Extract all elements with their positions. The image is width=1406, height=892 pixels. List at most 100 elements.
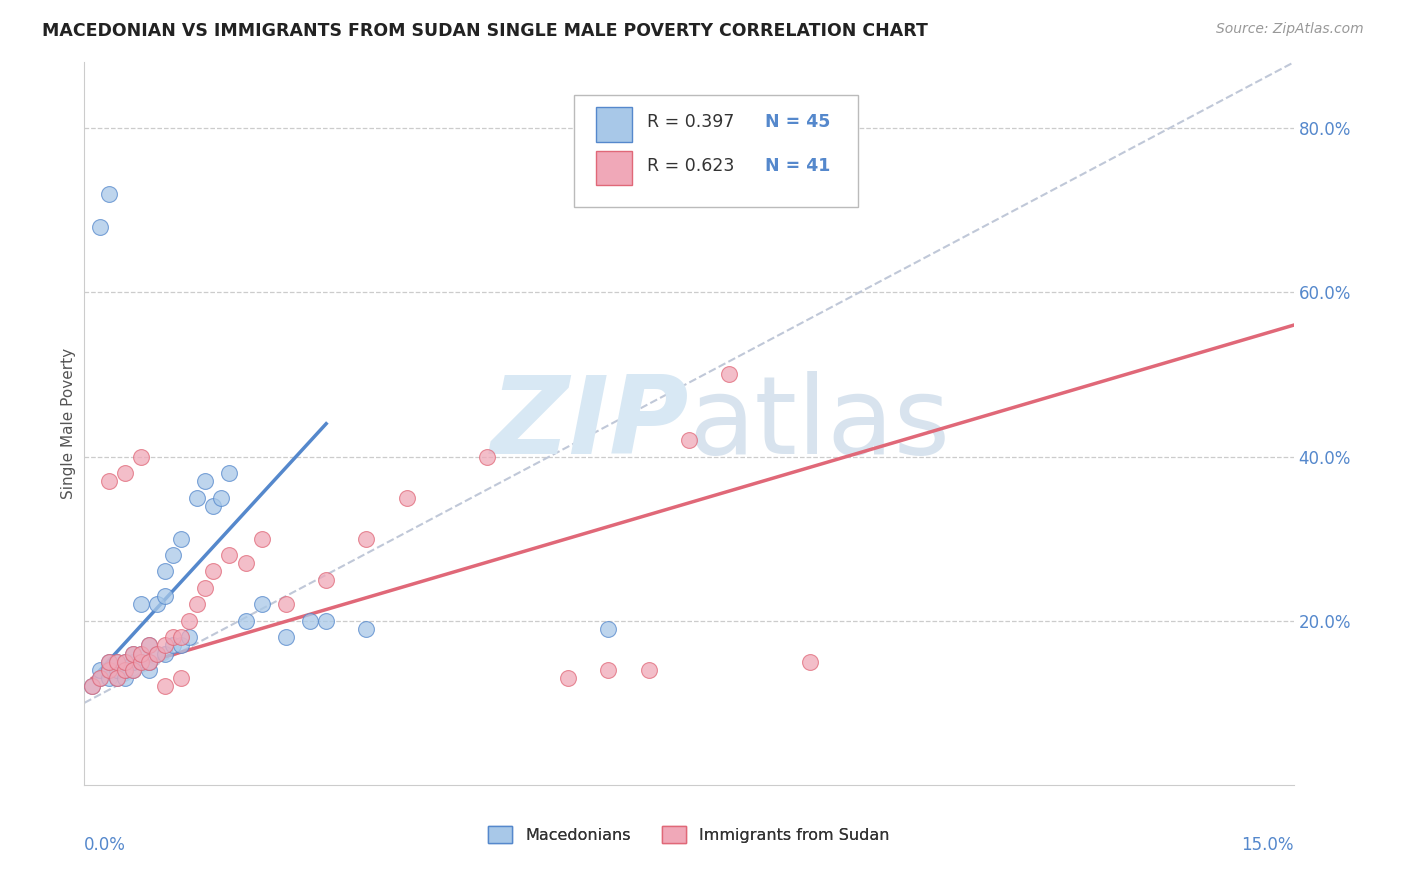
- Point: [129, 655, 152, 669]
- Point: [129, 598, 152, 612]
- Point: [89, 219, 111, 234]
- Legend: Macedonians, Immigrants from Sudan: Macedonians, Immigrants from Sudan: [482, 820, 896, 849]
- Point: [153, 680, 176, 694]
- Point: [121, 663, 143, 677]
- Y-axis label: Single Male Poverty: Single Male Poverty: [60, 348, 76, 500]
- Point: [129, 450, 152, 464]
- Point: [162, 548, 184, 562]
- Text: R = 0.623: R = 0.623: [647, 157, 734, 175]
- Text: N = 41: N = 41: [765, 157, 831, 175]
- Text: R = 0.397: R = 0.397: [647, 113, 734, 131]
- Point: [105, 663, 128, 677]
- Point: [105, 671, 128, 685]
- Point: [114, 655, 136, 669]
- Point: [129, 655, 152, 669]
- Point: [97, 186, 120, 201]
- Point: [153, 639, 176, 653]
- Point: [315, 614, 337, 628]
- Point: [250, 532, 273, 546]
- FancyBboxPatch shape: [574, 95, 858, 207]
- Point: [121, 655, 143, 669]
- Point: [170, 671, 193, 685]
- Point: [209, 491, 232, 505]
- Point: [598, 622, 620, 636]
- Point: [105, 671, 128, 685]
- Point: [146, 598, 169, 612]
- Point: [146, 647, 169, 661]
- Point: [678, 433, 700, 447]
- Point: [718, 368, 741, 382]
- FancyBboxPatch shape: [596, 107, 633, 142]
- Point: [170, 532, 193, 546]
- Point: [395, 491, 418, 505]
- Point: [477, 450, 499, 464]
- Point: [105, 655, 128, 669]
- Point: [153, 589, 176, 603]
- Point: [121, 647, 143, 661]
- Point: [274, 630, 297, 644]
- Point: [129, 647, 152, 661]
- Point: [138, 639, 160, 653]
- Text: atlas: atlas: [689, 371, 950, 476]
- Point: [82, 680, 104, 694]
- Point: [250, 598, 273, 612]
- Point: [218, 548, 240, 562]
- Point: [138, 655, 160, 669]
- Point: [162, 630, 184, 644]
- Point: [114, 655, 136, 669]
- Point: [97, 671, 120, 685]
- Text: N = 45: N = 45: [765, 113, 831, 131]
- Text: 0.0%: 0.0%: [84, 836, 127, 854]
- Point: [179, 630, 201, 644]
- Point: [162, 639, 184, 653]
- Point: [114, 466, 136, 480]
- Point: [97, 663, 120, 677]
- Text: 15.0%: 15.0%: [1241, 836, 1294, 854]
- Point: [153, 565, 176, 579]
- Point: [146, 647, 169, 661]
- Point: [274, 598, 297, 612]
- Point: [356, 532, 378, 546]
- Point: [82, 680, 104, 694]
- Point: [138, 639, 160, 653]
- Point: [97, 663, 120, 677]
- Point: [598, 663, 620, 677]
- Point: [170, 630, 193, 644]
- FancyBboxPatch shape: [596, 151, 633, 186]
- Point: [97, 655, 120, 669]
- Point: [105, 655, 128, 669]
- Point: [114, 663, 136, 677]
- Point: [194, 474, 217, 488]
- Point: [121, 647, 143, 661]
- Point: [194, 581, 217, 595]
- Point: [186, 598, 208, 612]
- Point: [235, 614, 257, 628]
- Point: [557, 671, 579, 685]
- Point: [138, 655, 160, 669]
- Point: [315, 573, 337, 587]
- Point: [186, 491, 208, 505]
- Point: [799, 655, 821, 669]
- Point: [202, 565, 225, 579]
- Point: [138, 663, 160, 677]
- Text: ZIP: ZIP: [491, 371, 689, 476]
- Point: [179, 614, 201, 628]
- Point: [170, 639, 193, 653]
- Point: [356, 622, 378, 636]
- Point: [114, 671, 136, 685]
- Point: [89, 663, 111, 677]
- Point: [97, 655, 120, 669]
- Text: MACEDONIAN VS IMMIGRANTS FROM SUDAN SINGLE MALE POVERTY CORRELATION CHART: MACEDONIAN VS IMMIGRANTS FROM SUDAN SING…: [42, 22, 928, 40]
- Point: [89, 671, 111, 685]
- Point: [153, 647, 176, 661]
- Point: [218, 466, 240, 480]
- Point: [637, 663, 659, 677]
- Point: [129, 647, 152, 661]
- Point: [121, 663, 143, 677]
- Point: [114, 663, 136, 677]
- Point: [235, 556, 257, 570]
- Point: [97, 474, 120, 488]
- Point: [202, 499, 225, 513]
- Point: [299, 614, 322, 628]
- Point: [89, 671, 111, 685]
